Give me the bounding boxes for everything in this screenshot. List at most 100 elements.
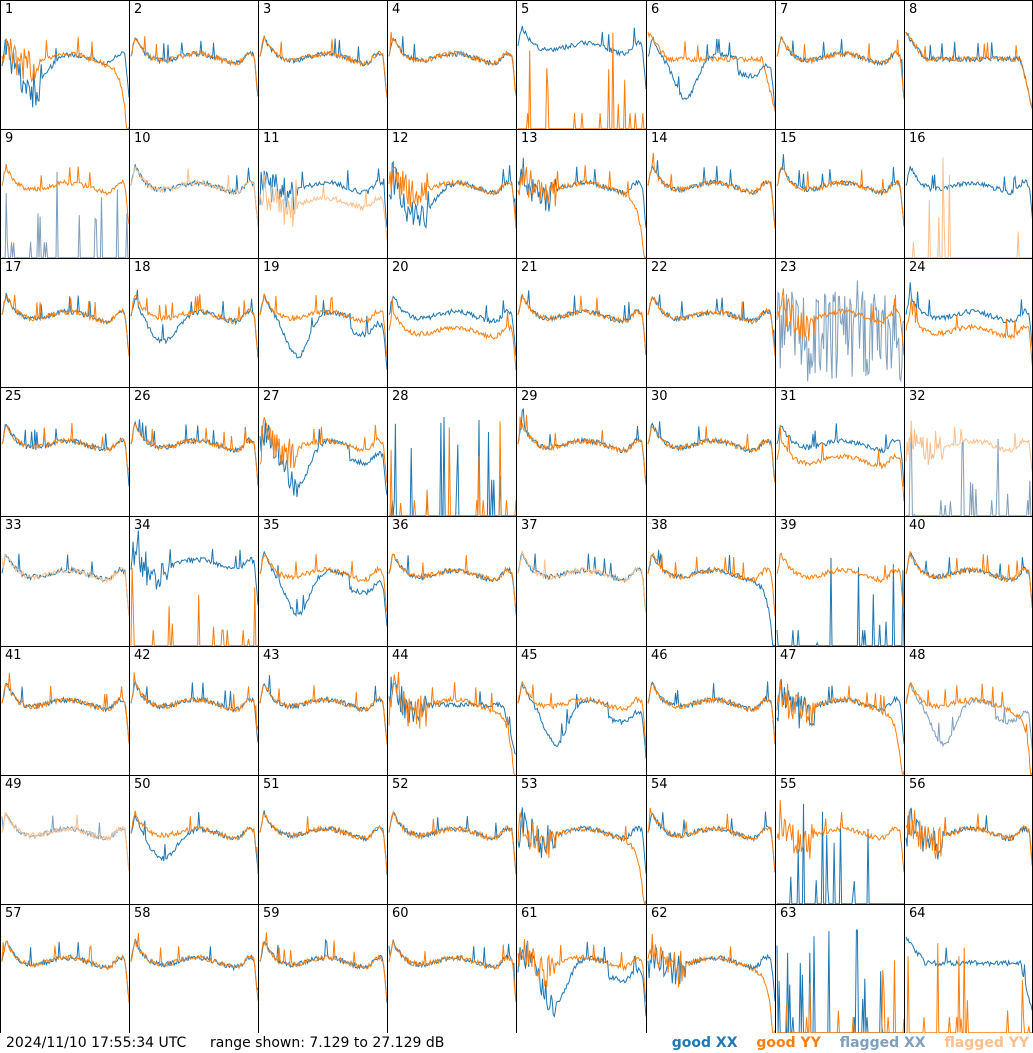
series-xx-line <box>259 293 387 370</box>
series-yy-line <box>1 294 129 357</box>
spectrum-plot <box>647 152 775 229</box>
spectrum-plot <box>905 936 1032 1033</box>
panel-label: 46 <box>651 648 668 663</box>
antenna-panel: 57 <box>0 904 129 1033</box>
panel-label: 64 <box>909 906 926 921</box>
panel-label: 23 <box>780 260 797 275</box>
spectrum-plot <box>389 416 516 516</box>
series-xx-line <box>259 168 387 228</box>
spectrum-plot <box>776 552 904 646</box>
series-yy-line <box>776 166 904 227</box>
series-yy-line <box>905 297 1032 368</box>
spectrum-plot <box>517 939 646 1018</box>
series-xx-line <box>647 811 775 873</box>
spectrum-plot <box>1 940 129 1004</box>
panel-label: 20 <box>392 260 409 275</box>
antenna-panel: 5 <box>516 0 646 129</box>
panel-label: 51 <box>263 777 280 792</box>
series-xx-line <box>905 807 1032 867</box>
series-xx-line <box>388 812 516 874</box>
series-xx-line <box>647 549 775 646</box>
antenna-panel: 42 <box>129 646 258 775</box>
series-yy-line <box>130 567 258 646</box>
series-yy-line <box>517 415 646 486</box>
antenna-panel: 21 <box>516 258 646 387</box>
antenna-panel: 36 <box>387 516 516 646</box>
antenna-panel: 60 <box>387 904 516 1033</box>
spectrum-plot <box>647 294 775 356</box>
series-xx-line <box>388 939 516 1002</box>
spectrum-plot <box>259 168 387 241</box>
panel-label: 15 <box>780 131 797 146</box>
series-yy-line <box>388 166 516 229</box>
series-xx-line <box>776 423 904 487</box>
panel-label: 29 <box>521 389 538 404</box>
series-yy-line <box>259 417 387 484</box>
antenna-panel: 45 <box>516 646 646 775</box>
antenna-panel: 20 <box>387 258 516 387</box>
series-xx-line <box>647 294 775 355</box>
spectrum-plot <box>259 550 387 627</box>
timestamp: 2024/11/10 17:55:34 UTC <box>6 1035 187 1051</box>
legend-good-xx: good XX <box>671 1035 738 1051</box>
series-yy-line <box>130 36 258 95</box>
series-xx-line <box>905 681 1032 752</box>
panel-label: 47 <box>780 648 797 663</box>
series-xx-line <box>1 682 129 744</box>
series-yy-line <box>647 425 775 483</box>
series-xx-line <box>130 164 258 225</box>
legend-flagged-yy: flagged YY <box>944 1035 1029 1051</box>
antenna-panel: 50 <box>129 775 258 904</box>
series-yy-line <box>776 552 904 614</box>
series-yy-line <box>906 157 1032 258</box>
series-yy-line <box>1 812 129 871</box>
series-xx-line <box>388 36 516 95</box>
panel-label: 37 <box>521 518 538 533</box>
panel-label: 57 <box>5 906 22 921</box>
spectrum-plot <box>905 807 1032 868</box>
spectrum-plot <box>905 31 1032 110</box>
series-yy-line <box>388 31 516 96</box>
antenna-panel: 43 <box>258 646 387 775</box>
panel-label: 63 <box>780 906 797 921</box>
series-yy-line <box>388 671 516 775</box>
series-xx-line <box>259 35 387 96</box>
spectrum-plot <box>517 25 646 129</box>
series-xx-line <box>1 39 129 108</box>
antenna-panel: 26 <box>129 387 258 516</box>
panel-label: 40 <box>909 518 926 533</box>
antenna-panel: 22 <box>646 258 775 387</box>
spectrum-plot <box>517 157 646 258</box>
spectrum-plot <box>259 417 387 498</box>
series-yy-line <box>130 933 258 1001</box>
series-yy-line <box>647 933 775 1033</box>
series-yy-line <box>905 31 1032 110</box>
panel-label: 53 <box>521 777 538 792</box>
panel-label: 59 <box>263 906 280 921</box>
legend-flagged-xx: flagged XX <box>839 1035 926 1051</box>
panel-label: 43 <box>263 648 280 663</box>
series-yy-line <box>1 940 129 1004</box>
spectrum-plot <box>259 35 387 98</box>
series-xx-line <box>130 289 258 358</box>
series-xx-line <box>1 940 129 1000</box>
antenna-panel: 35 <box>258 516 387 646</box>
spectrum-plot <box>517 807 646 904</box>
series-yy-line <box>388 809 516 875</box>
spectrum-plot <box>517 550 646 613</box>
antenna-panel: 25 <box>0 387 129 516</box>
antenna-panel: 4 <box>387 0 516 129</box>
series-xx-line <box>259 675 387 742</box>
series-xx-line <box>130 419 258 486</box>
series-yy-line <box>777 960 904 1033</box>
series-yy-line <box>259 684 387 745</box>
antenna-panel: 54 <box>646 775 775 904</box>
spectrum-plot <box>388 939 516 1002</box>
series-xx-line <box>777 803 904 904</box>
series-xx-line <box>130 37 258 97</box>
series-yy-line <box>905 551 1032 609</box>
panel-label: 32 <box>909 389 926 404</box>
panel-label: 54 <box>651 777 668 792</box>
antenna-panel: 39 <box>775 516 904 646</box>
